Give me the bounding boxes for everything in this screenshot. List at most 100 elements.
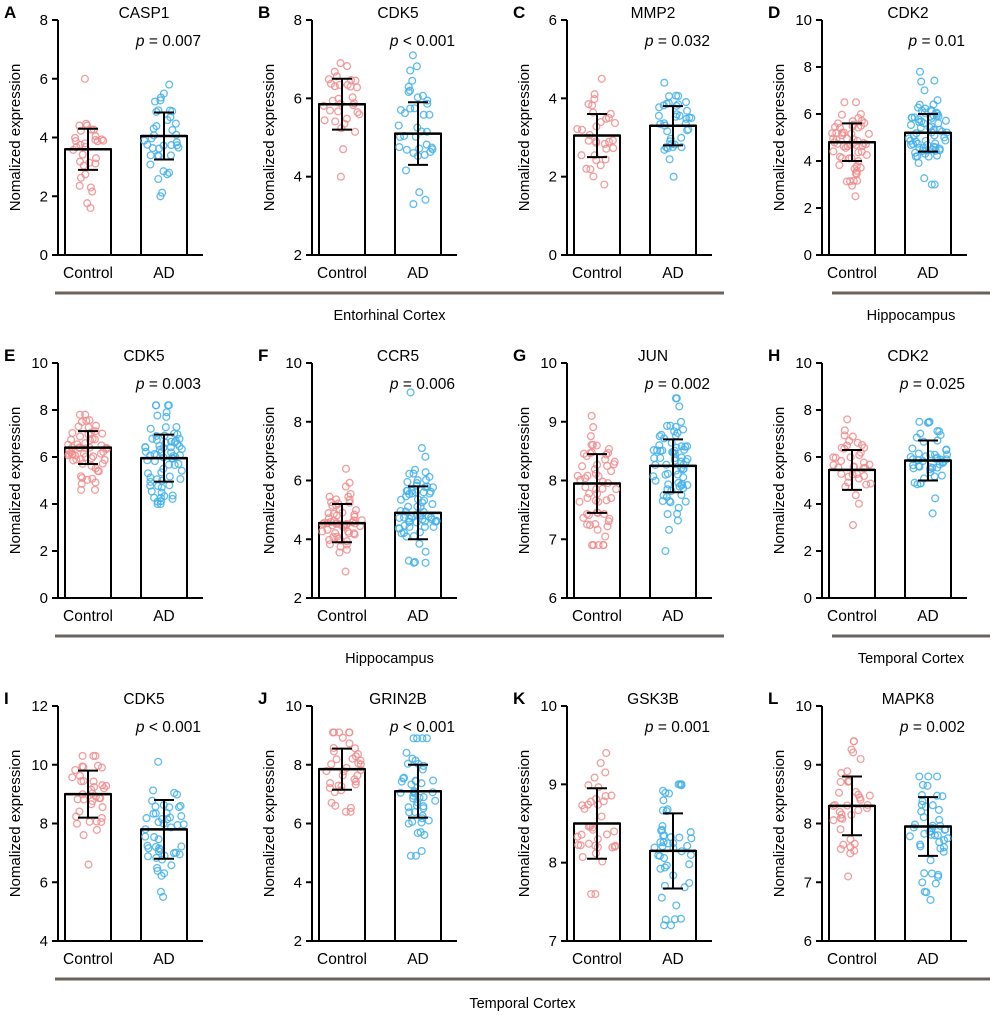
data-point <box>578 852 587 862</box>
data-point <box>612 485 621 494</box>
p-value: p < 0.001 <box>389 719 455 736</box>
y-tick-label: 10 <box>795 698 812 715</box>
data-point <box>343 62 352 71</box>
data-point <box>590 465 599 474</box>
data-point <box>585 521 595 530</box>
data-point <box>418 91 427 100</box>
data-point <box>589 108 598 117</box>
data-point <box>88 187 97 196</box>
y-tick-label: 10 <box>31 757 48 774</box>
data-point <box>404 82 413 91</box>
data-point <box>610 827 619 836</box>
x-tick-label: AD <box>407 265 429 282</box>
data-point <box>176 474 185 484</box>
data-point <box>407 486 416 495</box>
data-point <box>143 852 153 861</box>
y-tick-label: 0 <box>40 590 48 607</box>
data-point <box>941 116 950 125</box>
data-point <box>426 147 435 156</box>
panel-label: C <box>513 3 525 22</box>
data-point <box>146 477 155 486</box>
data-point <box>926 895 935 904</box>
data-point <box>930 76 939 85</box>
y-tick-label: 9 <box>804 757 812 774</box>
data-point <box>418 515 427 524</box>
data-point <box>670 446 679 455</box>
data-point <box>431 796 440 805</box>
data-point <box>328 501 337 510</box>
data-point <box>835 161 844 170</box>
data-point <box>602 748 611 758</box>
region-label: Hippocampus <box>345 651 434 667</box>
y-tick-label: 8 <box>804 59 812 76</box>
data-point <box>666 498 675 507</box>
data-point <box>86 183 95 192</box>
data-point <box>653 446 662 455</box>
y-tick-label: 4 <box>549 90 557 107</box>
data-point <box>428 500 437 509</box>
data-point <box>89 751 98 760</box>
data-point <box>141 832 150 841</box>
panel-title: CCR5 <box>377 348 419 365</box>
data-point <box>318 527 327 536</box>
data-point <box>836 777 845 787</box>
data-point <box>413 93 422 102</box>
data-point <box>674 503 683 512</box>
data-point <box>421 558 430 567</box>
data-point <box>667 139 676 148</box>
data-point <box>335 80 344 89</box>
data-point <box>157 483 166 492</box>
region-label: Entorhinal Cortex <box>333 308 446 324</box>
data-point <box>667 486 676 495</box>
data-point <box>158 188 167 197</box>
data-point <box>604 444 614 454</box>
data-point <box>925 123 934 132</box>
data-point <box>675 111 684 120</box>
data-point <box>674 780 683 789</box>
panel-b: B CDK5 Nomalized expression 2 4 6 8 Control AD p … <box>258 3 457 282</box>
data-point <box>409 148 418 158</box>
p-value: p < 0.001 <box>389 33 455 50</box>
y-tick-label: 4 <box>294 531 302 548</box>
data-point <box>423 96 432 105</box>
data-point <box>916 842 925 851</box>
panel-label: E <box>4 346 15 365</box>
data-point <box>923 781 932 790</box>
data-point <box>424 816 433 825</box>
data-point <box>75 157 85 166</box>
y-tick-label: 6 <box>40 874 48 891</box>
data-point <box>76 455 85 464</box>
data-point <box>67 435 76 444</box>
data-point <box>663 469 672 478</box>
data-point <box>837 456 846 465</box>
data-point <box>661 788 670 797</box>
x-tick-label: Control <box>63 265 113 282</box>
x-tick-label: Control <box>572 608 622 625</box>
data-point <box>99 136 108 145</box>
data-point <box>577 125 587 134</box>
data-point <box>174 803 184 812</box>
panel-label: B <box>258 3 270 22</box>
y-tick-label: 9 <box>549 776 557 793</box>
y-tick-label: 8 <box>294 12 302 29</box>
data-point <box>168 107 177 116</box>
data-point <box>83 199 92 208</box>
data-point <box>837 469 846 479</box>
data-point <box>75 432 85 441</box>
data-point <box>939 843 949 852</box>
data-point <box>661 546 670 556</box>
data-point <box>657 893 666 902</box>
data-point <box>586 165 595 174</box>
data-point <box>325 540 335 549</box>
data-point <box>933 872 943 881</box>
panel-title: CDK5 <box>123 348 164 365</box>
p-value: p = 0.003 <box>135 376 201 393</box>
data-point <box>594 497 603 506</box>
data-point <box>403 486 412 495</box>
data-point <box>849 748 858 757</box>
data-point <box>171 452 180 461</box>
data-point <box>577 151 586 160</box>
data-point <box>404 502 413 511</box>
data-point <box>865 791 874 800</box>
data-point <box>602 144 611 153</box>
